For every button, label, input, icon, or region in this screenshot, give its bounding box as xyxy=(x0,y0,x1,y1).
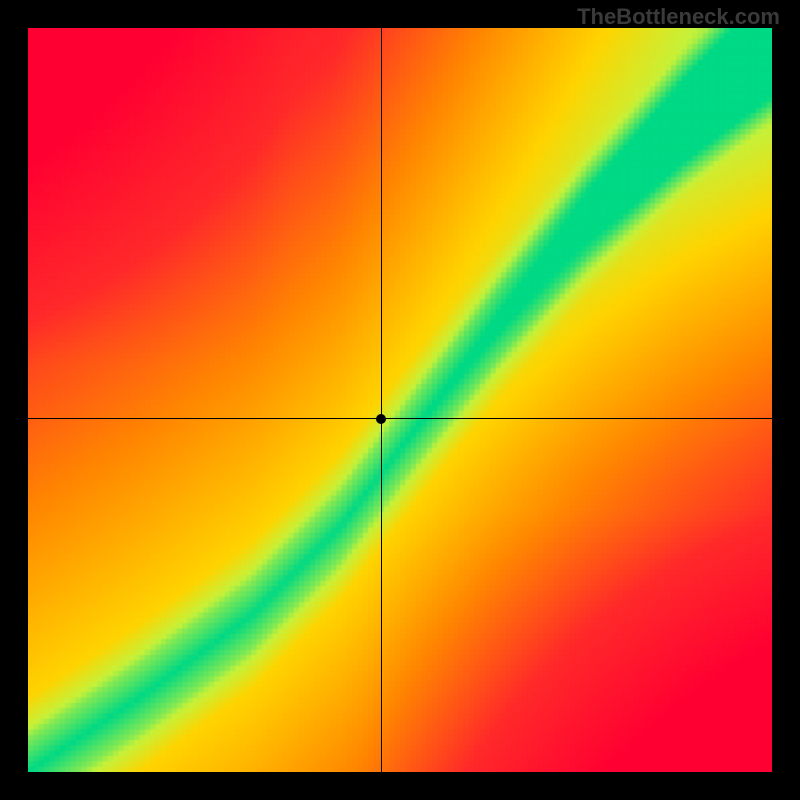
watermark-text: TheBottleneck.com xyxy=(577,4,780,30)
crosshair-horizontal xyxy=(28,418,772,419)
crosshair-vertical xyxy=(381,28,382,772)
bottleneck-heatmap xyxy=(28,28,772,772)
chart-container: TheBottleneck.com xyxy=(0,0,800,800)
selection-marker-dot xyxy=(376,414,386,424)
